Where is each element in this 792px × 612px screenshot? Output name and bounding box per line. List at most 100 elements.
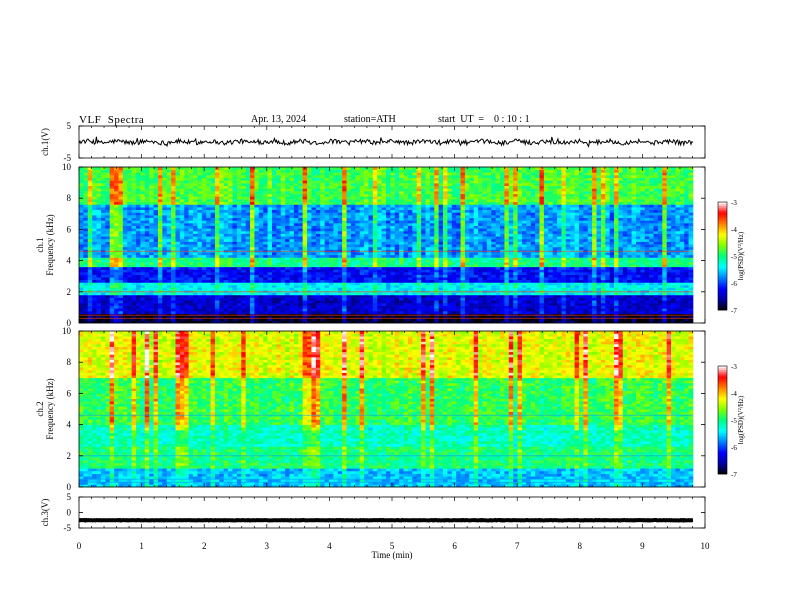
spectrogram-cell [688,289,694,293]
spectrogram-cell [311,246,317,250]
spectrogram-cell [315,284,321,288]
spectrogram-cell [188,246,194,250]
spectrogram-cell [359,238,365,242]
spectrogram-cell [447,259,453,263]
spectrogram-cell [679,252,685,256]
spectrogram-cell [271,230,277,234]
spectrogram-cell [131,320,137,324]
spectrogram-cell [662,264,667,268]
spectrogram-cell [118,241,124,245]
spectrogram-cell [131,244,137,248]
spectrogram-cell [241,294,246,298]
spectrogram-cell [184,254,189,258]
spectrogram-cell [285,315,290,319]
spectrogram-cell [127,264,132,268]
spectrogram-cell [447,279,453,283]
spectrogram-cell [381,272,387,275]
spectrogram-cell [653,279,659,283]
spectrogram-cell [500,274,505,278]
spectrogram-cell [421,259,426,263]
spectrogram-cell [157,259,163,263]
spectrogram-cell [346,292,352,296]
spectrogram-cell [364,320,369,324]
spectrogram-cell [276,238,282,242]
spectrogram-cell [79,236,84,240]
spectrogram-cell [263,230,268,234]
spectrogram-cell [219,297,225,301]
spectrogram-cell [276,294,282,298]
spectrogram-cell [201,259,207,263]
spectrogram-cell [403,277,409,281]
spectrogram-cell [105,233,110,237]
spectrogram-cell [364,277,369,281]
spectrogram-cell [258,300,264,304]
spectrogram-cell [96,279,102,283]
spectrogram-cell [605,269,610,273]
spectrogram-cell [631,277,637,281]
spectrogram-cell [447,257,453,261]
spectrogram-cell [644,274,650,278]
spectrogram-cell [193,289,198,293]
spectrogram-cell [364,294,369,298]
spectrogram-cell [671,302,676,306]
spectrogram-cell [87,236,93,240]
spectrogram-cell [368,294,374,298]
spectrogram-cell [245,279,251,283]
spectrogram-cell [521,284,527,288]
spectrogram-cell [355,262,360,265]
spectrogram-cell [96,274,102,278]
spectrogram-cell [328,318,334,321]
spectrogram-cell [517,292,523,296]
spectrogram-cell [298,300,303,304]
spectrogram-cell [671,297,676,301]
spectrogram-cell [548,310,553,314]
spectrogram-cell [526,264,532,268]
spectrogram-cell [521,264,527,268]
spectrogram-cell [649,318,654,321]
spectrogram-cell [96,297,102,301]
spectrogram-cell [486,272,492,275]
spectrogram-cell [280,284,286,288]
spectrogram-cell [421,320,426,324]
spectrogram-cell [635,289,641,293]
spectrogram-cell [504,264,510,268]
spectrogram-cell [96,318,102,321]
spectrogram-cell [109,302,115,306]
spectrogram-cell [429,320,435,324]
spectrogram-cell [201,282,207,286]
spectrogram-cell [298,292,303,296]
spectrogram-cell [223,297,229,301]
spectrogram-cell [482,277,488,281]
spectrogram-cell [350,269,356,273]
spectrogram-cell [201,308,207,312]
spectrogram-cell [491,233,496,237]
spectrogram-cell [684,300,689,304]
spectrogram-cell [394,233,400,237]
spectrogram-cell [456,246,461,250]
spectrogram-cell [644,284,650,288]
spectrogram-cell [232,244,238,248]
spectrogram-cell [557,294,562,298]
spectrogram-cell [307,308,312,312]
spectrogram-cell [258,284,264,288]
spectrogram-cell [486,279,492,283]
spectrogram-cell [386,297,391,301]
spectrogram-cell [438,277,444,281]
spectrogram-cell [491,244,496,248]
spectrogram-cell [280,259,286,263]
spectrogram-cell [583,269,589,273]
spectrogram-cell [179,246,185,250]
spectrogram-cell [92,264,97,268]
spectrogram-cell [359,310,365,314]
spectrogram-cell [201,264,207,268]
spectrogram-cell [565,310,571,314]
spectrogram-cell [456,289,461,293]
spectrogram-cell [171,300,176,304]
spectrogram-cell [618,320,624,324]
spectrogram-cell [293,254,299,258]
spectrogram-cell [478,236,483,240]
spectrogram-cell [232,259,238,263]
spectrogram-cell [157,236,163,240]
spectrogram-cell [311,297,317,301]
spectrogram-cell [434,297,439,301]
